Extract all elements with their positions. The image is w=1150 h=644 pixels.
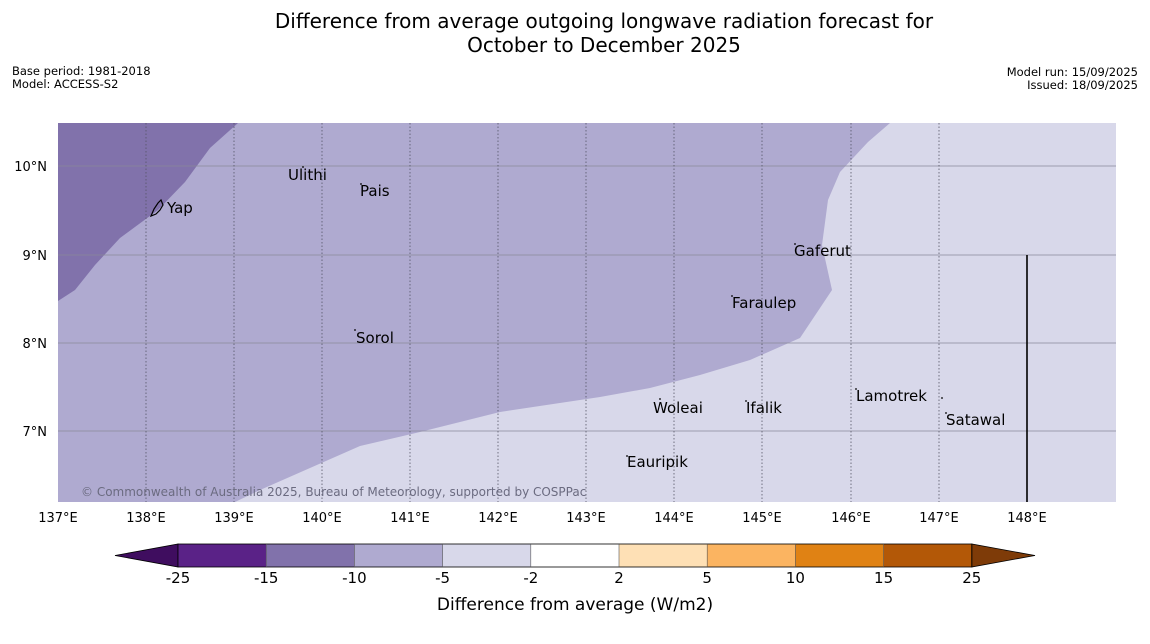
place-faraulep: Faraulep	[732, 294, 796, 312]
lat-tick-label: 8°N	[23, 337, 48, 352]
colorbar-tick-label: 2	[614, 569, 624, 587]
place-satawal: Satawal	[946, 411, 1005, 429]
colorbar-segment	[883, 544, 972, 567]
lon-tick-label: 140°E	[302, 511, 342, 526]
lon-axis: 137°E 138°E 139°E 140°E 141°E 142°E 143°…	[38, 511, 1047, 526]
title-line-1: Difference from average outgoing longwav…	[274, 9, 934, 33]
lat-tick-label: 7°N	[23, 425, 48, 440]
place-yap: Yap	[166, 199, 193, 217]
lon-tick-label: 148°E	[1007, 511, 1047, 526]
title-line-2: October to December 2025	[467, 33, 741, 57]
map-panel: Ulithi Pais Yap Gaferut Faraulep Sorol L…	[58, 123, 1116, 502]
colorbar-segment	[354, 544, 443, 567]
place-ulithi: Ulithi	[288, 166, 327, 184]
lat-axis: 10°N 9°N 8°N 7°N	[14, 160, 47, 440]
place-woleai: Woleai	[653, 399, 703, 417]
colorbar-segment	[619, 544, 708, 567]
meta-left: Base period: 1981-2018 Model: ACCESS-S2	[12, 65, 151, 91]
colorbar-segment	[178, 544, 267, 567]
place-pais: Pais	[360, 182, 390, 200]
colorbar-tick-label: -2	[523, 569, 538, 587]
lon-tick-label: 138°E	[126, 511, 166, 526]
lon-tick-label: 137°E	[38, 511, 78, 526]
colorbar-tick-label: -5	[435, 569, 450, 587]
lon-tick-label: 146°E	[831, 511, 871, 526]
island-markers	[302, 166, 947, 457]
colorbar-tick-label: 15	[874, 569, 893, 587]
colorbar-tick-label: 25	[962, 569, 981, 587]
yap-island-shape	[149, 198, 164, 218]
place-sorol: Sorol	[356, 329, 394, 347]
lon-tick-label: 143°E	[566, 511, 606, 526]
place-ifalik: Ifalik	[746, 399, 782, 417]
meta-right: Model run: 15/09/2025 Issued: 18/09/2025	[1007, 66, 1138, 92]
lon-tick-label: 142°E	[478, 511, 518, 526]
colorbar-tick-label: -10	[342, 569, 367, 587]
colorbar-segment	[530, 544, 619, 567]
lon-gridlines	[145, 123, 940, 502]
place-eauripik: Eauripik	[627, 453, 688, 471]
model-name: Model: ACCESS-S2	[12, 77, 119, 91]
colorbar-extend-low	[114, 543, 179, 568]
colorbar-segment	[266, 544, 355, 567]
colorbar: -25 -15 -10 -5 -2 2 5 10 15 25	[114, 543, 1036, 587]
issued-date: Issued: 18/09/2025	[1027, 78, 1138, 92]
colorbar-segment	[442, 544, 531, 567]
colorbar-tick-label: -25	[166, 569, 191, 587]
colorbar-tick-label: 10	[786, 569, 805, 587]
lon-tick-label: 147°E	[919, 511, 959, 526]
zone-minus15-minus10	[58, 123, 238, 301]
lon-tick-label: 144°E	[654, 511, 694, 526]
lat-tick-label: 9°N	[23, 249, 48, 264]
zone-minus10-minus5	[58, 123, 890, 502]
lon-tick-label: 145°E	[742, 511, 782, 526]
colorbar-extend-high	[971, 543, 1036, 568]
chart-title: Difference from average outgoing longwav…	[0, 9, 1150, 57]
lon-tick-label: 139°E	[214, 511, 254, 526]
lat-tick-label: 10°N	[14, 160, 47, 175]
colorbar-tick-label: 5	[702, 569, 712, 587]
model-run: Model run: 15/09/2025	[1006, 65, 1138, 79]
colorbar-label: Difference from average (W/m2)	[437, 595, 713, 615]
base-period: Base period: 1981-2018	[12, 64, 151, 78]
place-gaferut: Gaferut	[794, 242, 851, 260]
credit-text: © Commonwealth of Australia 2025, Bureau…	[81, 485, 586, 499]
colorbar-segment	[707, 544, 796, 567]
lon-tick-label: 141°E	[390, 511, 430, 526]
colorbar-outline	[177, 543, 973, 568]
colorbar-tick-label: -15	[254, 569, 279, 587]
place-lamotrek: Lamotrek	[856, 387, 927, 405]
colorbar-segment	[795, 544, 884, 567]
